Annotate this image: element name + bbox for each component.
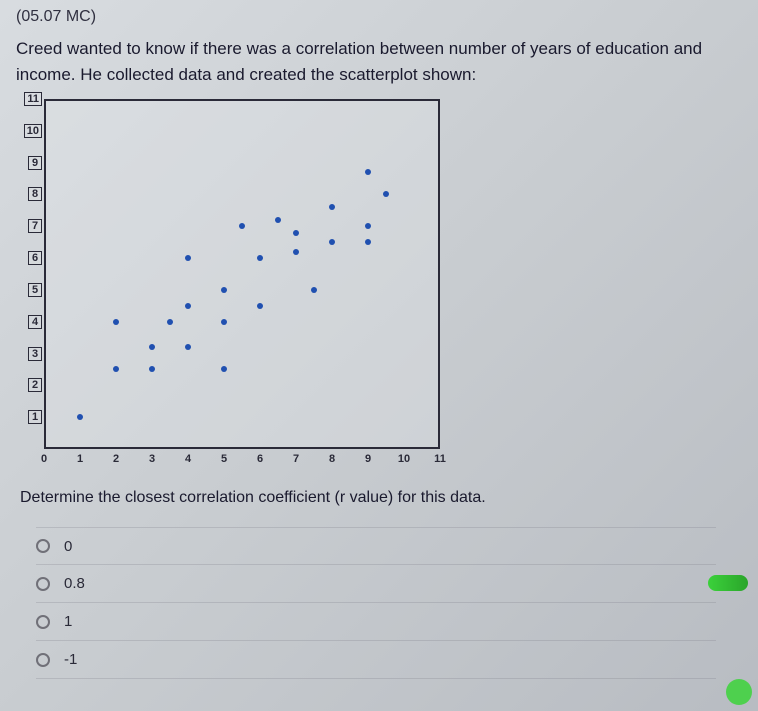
x-tick: 7 [293,453,299,465]
data-point [383,191,389,197]
y-tick: 10 [20,124,42,138]
y-tick: 11 [20,92,42,106]
data-point [185,344,191,350]
radio-icon [36,615,50,629]
x-tick: 2 [113,453,119,465]
radio-icon [36,653,50,667]
x-tick: 4 [185,453,191,465]
y-tick: 8 [20,187,42,201]
option-label: 0.8 [64,575,85,592]
data-point [185,303,191,309]
option-2[interactable]: 1 [36,603,716,641]
y-tick: 2 [20,378,42,392]
data-point [185,255,191,261]
data-point [365,169,371,175]
data-point [311,287,317,293]
data-point [221,366,227,372]
question-code: (05.07 MC) [16,8,742,26]
radio-icon [36,539,50,553]
y-tick: 1 [20,410,42,424]
question-text: Creed wanted to know if there was a corr… [16,36,736,87]
data-point [221,319,227,325]
y-tick: 6 [20,251,42,265]
y-tick: 3 [20,347,42,361]
data-point [167,319,173,325]
data-point [257,255,263,261]
chart-frame [44,99,440,449]
option-label: 1 [64,613,72,630]
option-3[interactable]: -1 [36,641,716,679]
data-point [293,249,299,255]
sub-question: Determine the closest correlation coeffi… [20,489,742,507]
data-point [293,230,299,236]
data-point [329,239,335,245]
data-point [365,239,371,245]
x-tick: 3 [149,453,155,465]
answer-options: 0 0.8 1 -1 [36,527,742,679]
x-tick: 1 [77,453,83,465]
x-tick: 6 [257,453,263,465]
data-point [329,204,335,210]
data-point [77,414,83,420]
data-point [275,217,281,223]
y-tick: 4 [20,315,42,329]
data-point [365,223,371,229]
toggle-pill-icon [708,575,748,591]
data-point [239,223,245,229]
data-point [221,287,227,293]
option-1[interactable]: 0.8 [36,565,716,603]
x-tick: 9 [365,453,371,465]
data-point [149,344,155,350]
help-bubble-icon[interactable] [726,679,752,705]
x-tick: 5 [221,453,227,465]
y-tick: 9 [20,156,42,170]
data-point [113,319,119,325]
y-tick: 5 [20,283,42,297]
x-tick: 8 [329,453,335,465]
data-point [113,366,119,372]
y-tick: 7 [20,219,42,233]
radio-icon [36,577,50,591]
option-label: -1 [64,651,77,668]
scatter-chart: 123456789101101234567891011 [20,99,440,479]
data-point [149,366,155,372]
data-point [257,303,263,309]
option-label: 0 [64,538,72,555]
option-0[interactable]: 0 [36,527,716,565]
x-tick: 11 [434,453,446,465]
x-tick: 10 [398,453,410,465]
x-tick: 0 [41,453,47,465]
